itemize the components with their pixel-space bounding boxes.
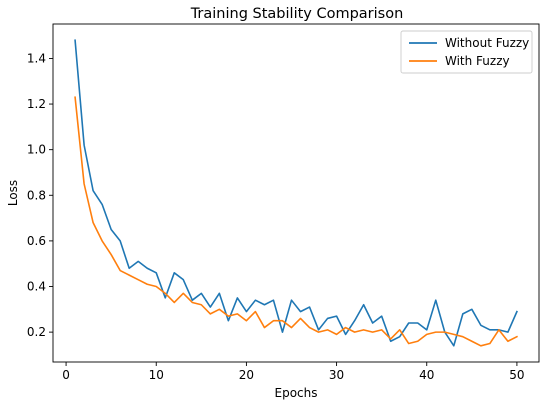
x-axis-title: Epochs xyxy=(275,386,318,400)
x-tick-label: 10 xyxy=(149,368,164,382)
series-line-without-fuzzy xyxy=(74,39,518,347)
y-tick-label: 1.4 xyxy=(27,51,46,65)
y-tick-label: 0.6 xyxy=(27,234,46,248)
series-layer xyxy=(74,39,518,347)
y-axis-title: Loss xyxy=(6,180,20,206)
x-tick-label: 40 xyxy=(419,368,434,382)
legend-box xyxy=(400,30,533,74)
y-tick-label: 0.4 xyxy=(27,280,46,294)
plot-frame xyxy=(52,23,540,363)
legend-label-without-fuzzy: Without Fuzzy xyxy=(445,36,529,50)
chart-title: Training Stability Comparison xyxy=(190,6,404,22)
x-tick-label: 30 xyxy=(329,368,344,382)
legend: Without Fuzzy With Fuzzy xyxy=(400,30,533,74)
x-tick-label: 50 xyxy=(509,368,524,382)
y-tick-label: 1.2 xyxy=(27,97,46,111)
y-tick-label: 0.2 xyxy=(27,325,46,339)
y-tick-label: 1.0 xyxy=(27,143,46,157)
y-tick-label: 0.8 xyxy=(27,188,46,202)
y-axis-ticks: 0.2 0.4 0.6 0.8 1.0 1.2 1.4 xyxy=(27,51,53,339)
legend-label-with-fuzzy: With Fuzzy xyxy=(445,54,510,68)
x-axis-ticks: 0 10 20 30 40 50 xyxy=(62,362,525,382)
series-line-with-fuzzy xyxy=(74,96,518,347)
plot-area xyxy=(52,23,540,363)
x-tick-label: 0 xyxy=(62,368,70,382)
x-tick-label: 20 xyxy=(239,368,254,382)
